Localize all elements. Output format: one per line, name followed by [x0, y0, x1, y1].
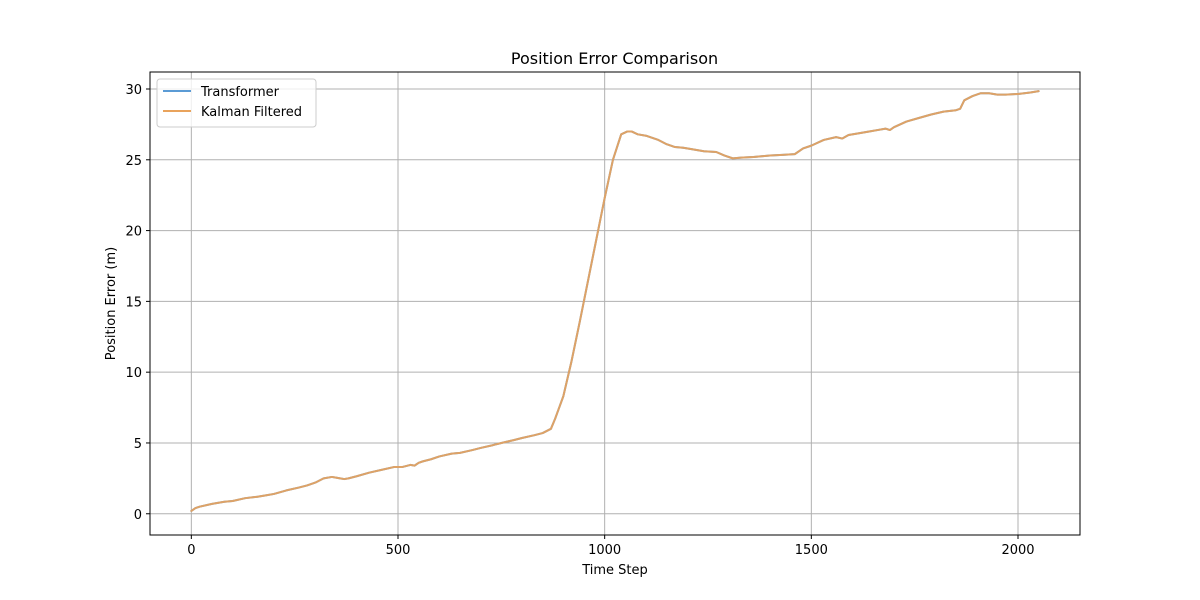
x-tick-label: 500 — [386, 543, 411, 558]
axis-ticks: 0 500 1000 1500 2000 0 5 10 15 20 25 30 — [125, 83, 1034, 558]
y-axis-label: Position Error (m) — [104, 247, 119, 360]
y-tick-label: 30 — [125, 83, 142, 98]
y-tick-label: 25 — [125, 154, 142, 169]
y-tick-label: 0 — [134, 508, 142, 523]
x-tick-label: 0 — [187, 543, 195, 558]
x-tick-label: 2000 — [1001, 543, 1034, 558]
y-tick-label: 15 — [125, 295, 142, 310]
x-axis-label: Time Step — [581, 563, 648, 578]
x-tick-label: 1000 — [588, 543, 621, 558]
x-tick-label: 1500 — [795, 543, 828, 558]
y-tick-label: 5 — [134, 437, 142, 452]
plot-area-frame — [149, 71, 1081, 536]
series-line-kalman-filtered — [190, 90, 1040, 512]
legend: Transformer Kalman Filtered — [156, 78, 317, 128]
chart-title: Position Error Comparison — [511, 49, 718, 68]
legend-label-transformer: Transformer — [200, 85, 280, 100]
y-tick-label: 20 — [125, 225, 142, 240]
legend-label-kalman-filtered: Kalman Filtered — [201, 105, 302, 120]
y-tick-label: 10 — [125, 366, 142, 381]
grid-lines — [150, 72, 1080, 535]
legend-box — [156, 78, 317, 128]
series-lines — [190, 90, 1040, 512]
